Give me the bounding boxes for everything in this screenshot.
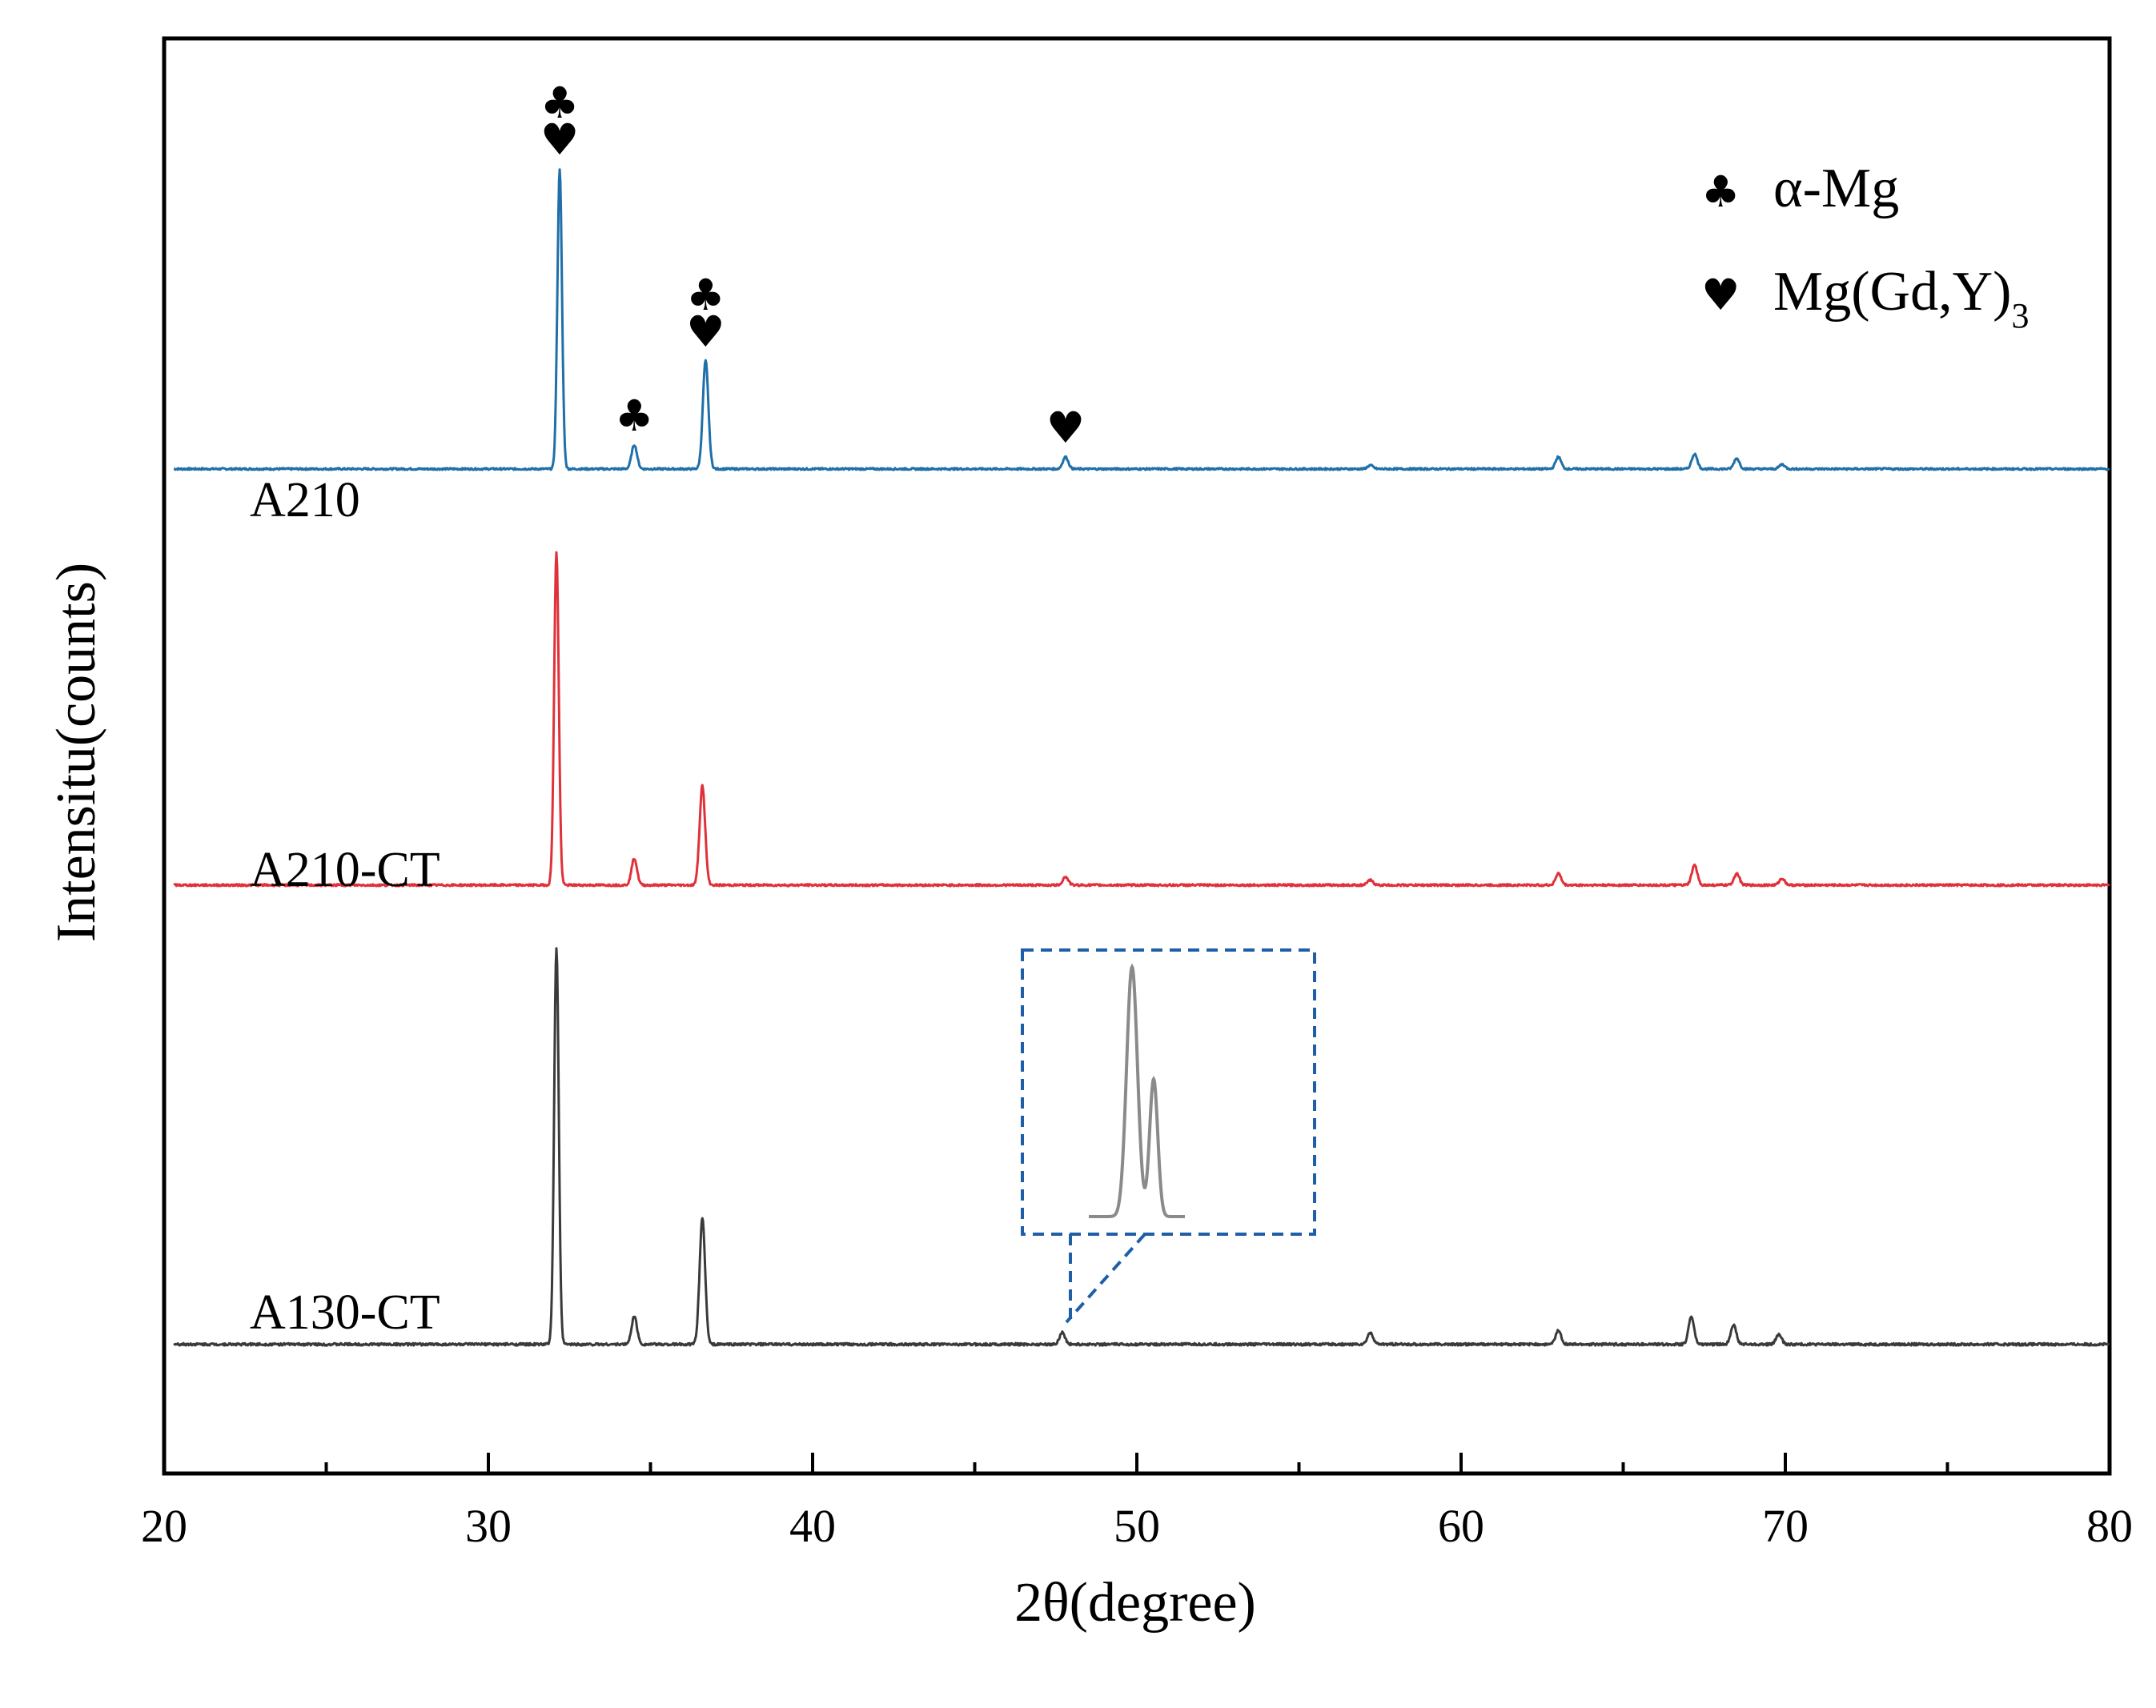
x-tick-label: 60 <box>1438 1500 1484 1552</box>
x-tick-label: 80 <box>2086 1500 2133 1552</box>
legend-label-mg-gd-y3: Mg(Gd,Y)3 <box>1773 261 2029 335</box>
series-lines <box>173 168 2110 1347</box>
x-tick-label: 70 <box>1762 1500 1809 1552</box>
x-tick-label: 50 <box>1114 1500 1160 1552</box>
heart-marker-icon: ♥ <box>686 307 725 357</box>
club-marker-icon: ♣ <box>540 78 579 128</box>
x-tick-label: 30 <box>465 1500 512 1552</box>
x-axis-title: 2θ(degree) <box>1014 1572 1256 1634</box>
series-line-a130-ct <box>173 947 2110 1347</box>
plot-frame <box>162 36 2112 1476</box>
series-label-a210-ct: A210-CT <box>250 843 440 897</box>
series-line-a210-ct <box>173 551 2110 888</box>
legend-club-icon: ♣ <box>1701 166 1740 217</box>
inset-connector-right <box>1065 1233 1146 1324</box>
x-tick-label: 40 <box>789 1500 836 1552</box>
series-label-a210: A210 <box>250 473 360 527</box>
x-axis-ticks: 20 30 40 50 60 70 80 <box>141 1453 2133 1552</box>
y-axis-title: Intensitu(counts) <box>46 563 107 942</box>
inset-peak-line <box>1089 963 1185 1218</box>
club-marker-icon: ♣ <box>615 391 653 441</box>
legend-label-main: Mg(Gd,Y) <box>1773 261 2011 323</box>
x-tick-label: 20 <box>141 1500 187 1552</box>
legend-label-alpha-mg: α-Mg <box>1773 158 1899 219</box>
heart-marker-icon: ♥ <box>540 114 579 165</box>
inset-box <box>1021 948 1316 1236</box>
club-marker-icon: ♣ <box>686 270 725 320</box>
series-line-a210 <box>173 168 2110 471</box>
legend-label-subscript: 3 <box>2011 296 2029 335</box>
legend: ♣ α-Mg ♥ Mg(Gd,Y)3 <box>1701 158 2029 335</box>
heart-marker-icon: ♥ <box>1046 403 1085 453</box>
legend-heart-icon: ♥ <box>1701 270 1740 320</box>
series-label-a130-ct: A130-CT <box>250 1285 440 1340</box>
peak-annotations: ♣♥♣♣♥♥ <box>540 78 1085 453</box>
zoom-inset <box>1021 948 1316 1324</box>
